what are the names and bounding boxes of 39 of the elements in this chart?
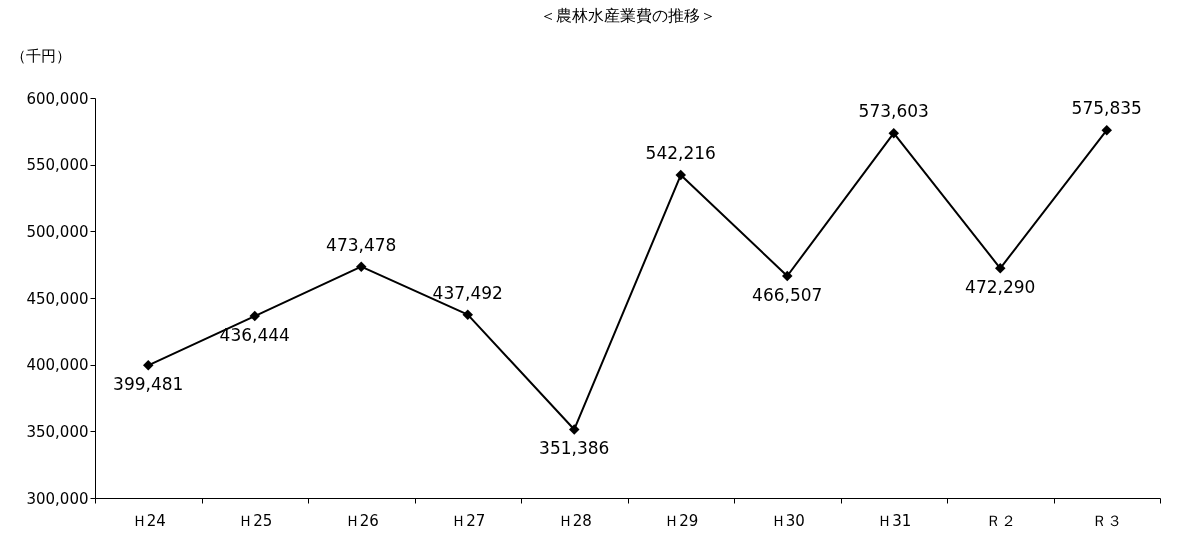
data-label: 466,507 [752, 284, 823, 305]
data-label: 399,481 [113, 374, 184, 395]
y-tick-label: 500,000 [26, 222, 89, 241]
x-tick-label: Ｈ25 [238, 511, 273, 530]
x-tick-label: Ｈ28 [557, 511, 592, 530]
point [462, 309, 473, 320]
point [888, 127, 899, 139]
point [995, 263, 1006, 274]
x-tick-label: Ｒ２ [985, 511, 1016, 530]
data-label: 542,216 [645, 143, 716, 164]
point [782, 270, 793, 282]
x-tick-label: Ｈ30 [770, 511, 805, 530]
x-tick-label: Ｈ31 [877, 511, 912, 530]
data-label: 573,603 [858, 101, 929, 122]
data-label: 575,835 [1071, 98, 1142, 119]
point [356, 261, 367, 272]
x-tick-label: Ｈ27 [451, 511, 486, 530]
y-tick-label: 600,000 [26, 89, 89, 108]
point [249, 310, 260, 322]
x-tick-label: Ｈ26 [344, 511, 379, 530]
y-tick-label: 300,000 [26, 489, 89, 508]
y-tick-label: 450,000 [26, 289, 89, 308]
chart-title: ＜農林水産業費の推移＞ [539, 6, 716, 25]
x-tick-label: Ｒ３ [1092, 511, 1123, 530]
x-tick-label: Ｈ24 [131, 511, 166, 530]
data-label: 473,478 [326, 234, 397, 255]
data-label: 472,290 [965, 277, 1036, 298]
y-tick-label: 350,000 [26, 422, 89, 441]
y-tick-label: 400,000 [26, 356, 89, 375]
y-axis-title: （千円） [10, 46, 71, 65]
point [143, 360, 154, 371]
point [1101, 124, 1112, 136]
data-label: 436,444 [219, 325, 290, 346]
y-tick-label: 550,000 [26, 156, 89, 175]
point [675, 169, 686, 181]
point [569, 424, 580, 435]
data-label: 437,492 [432, 282, 503, 303]
data-label: 351,386 [539, 438, 610, 459]
x-tick-label: Ｈ29 [664, 511, 699, 530]
